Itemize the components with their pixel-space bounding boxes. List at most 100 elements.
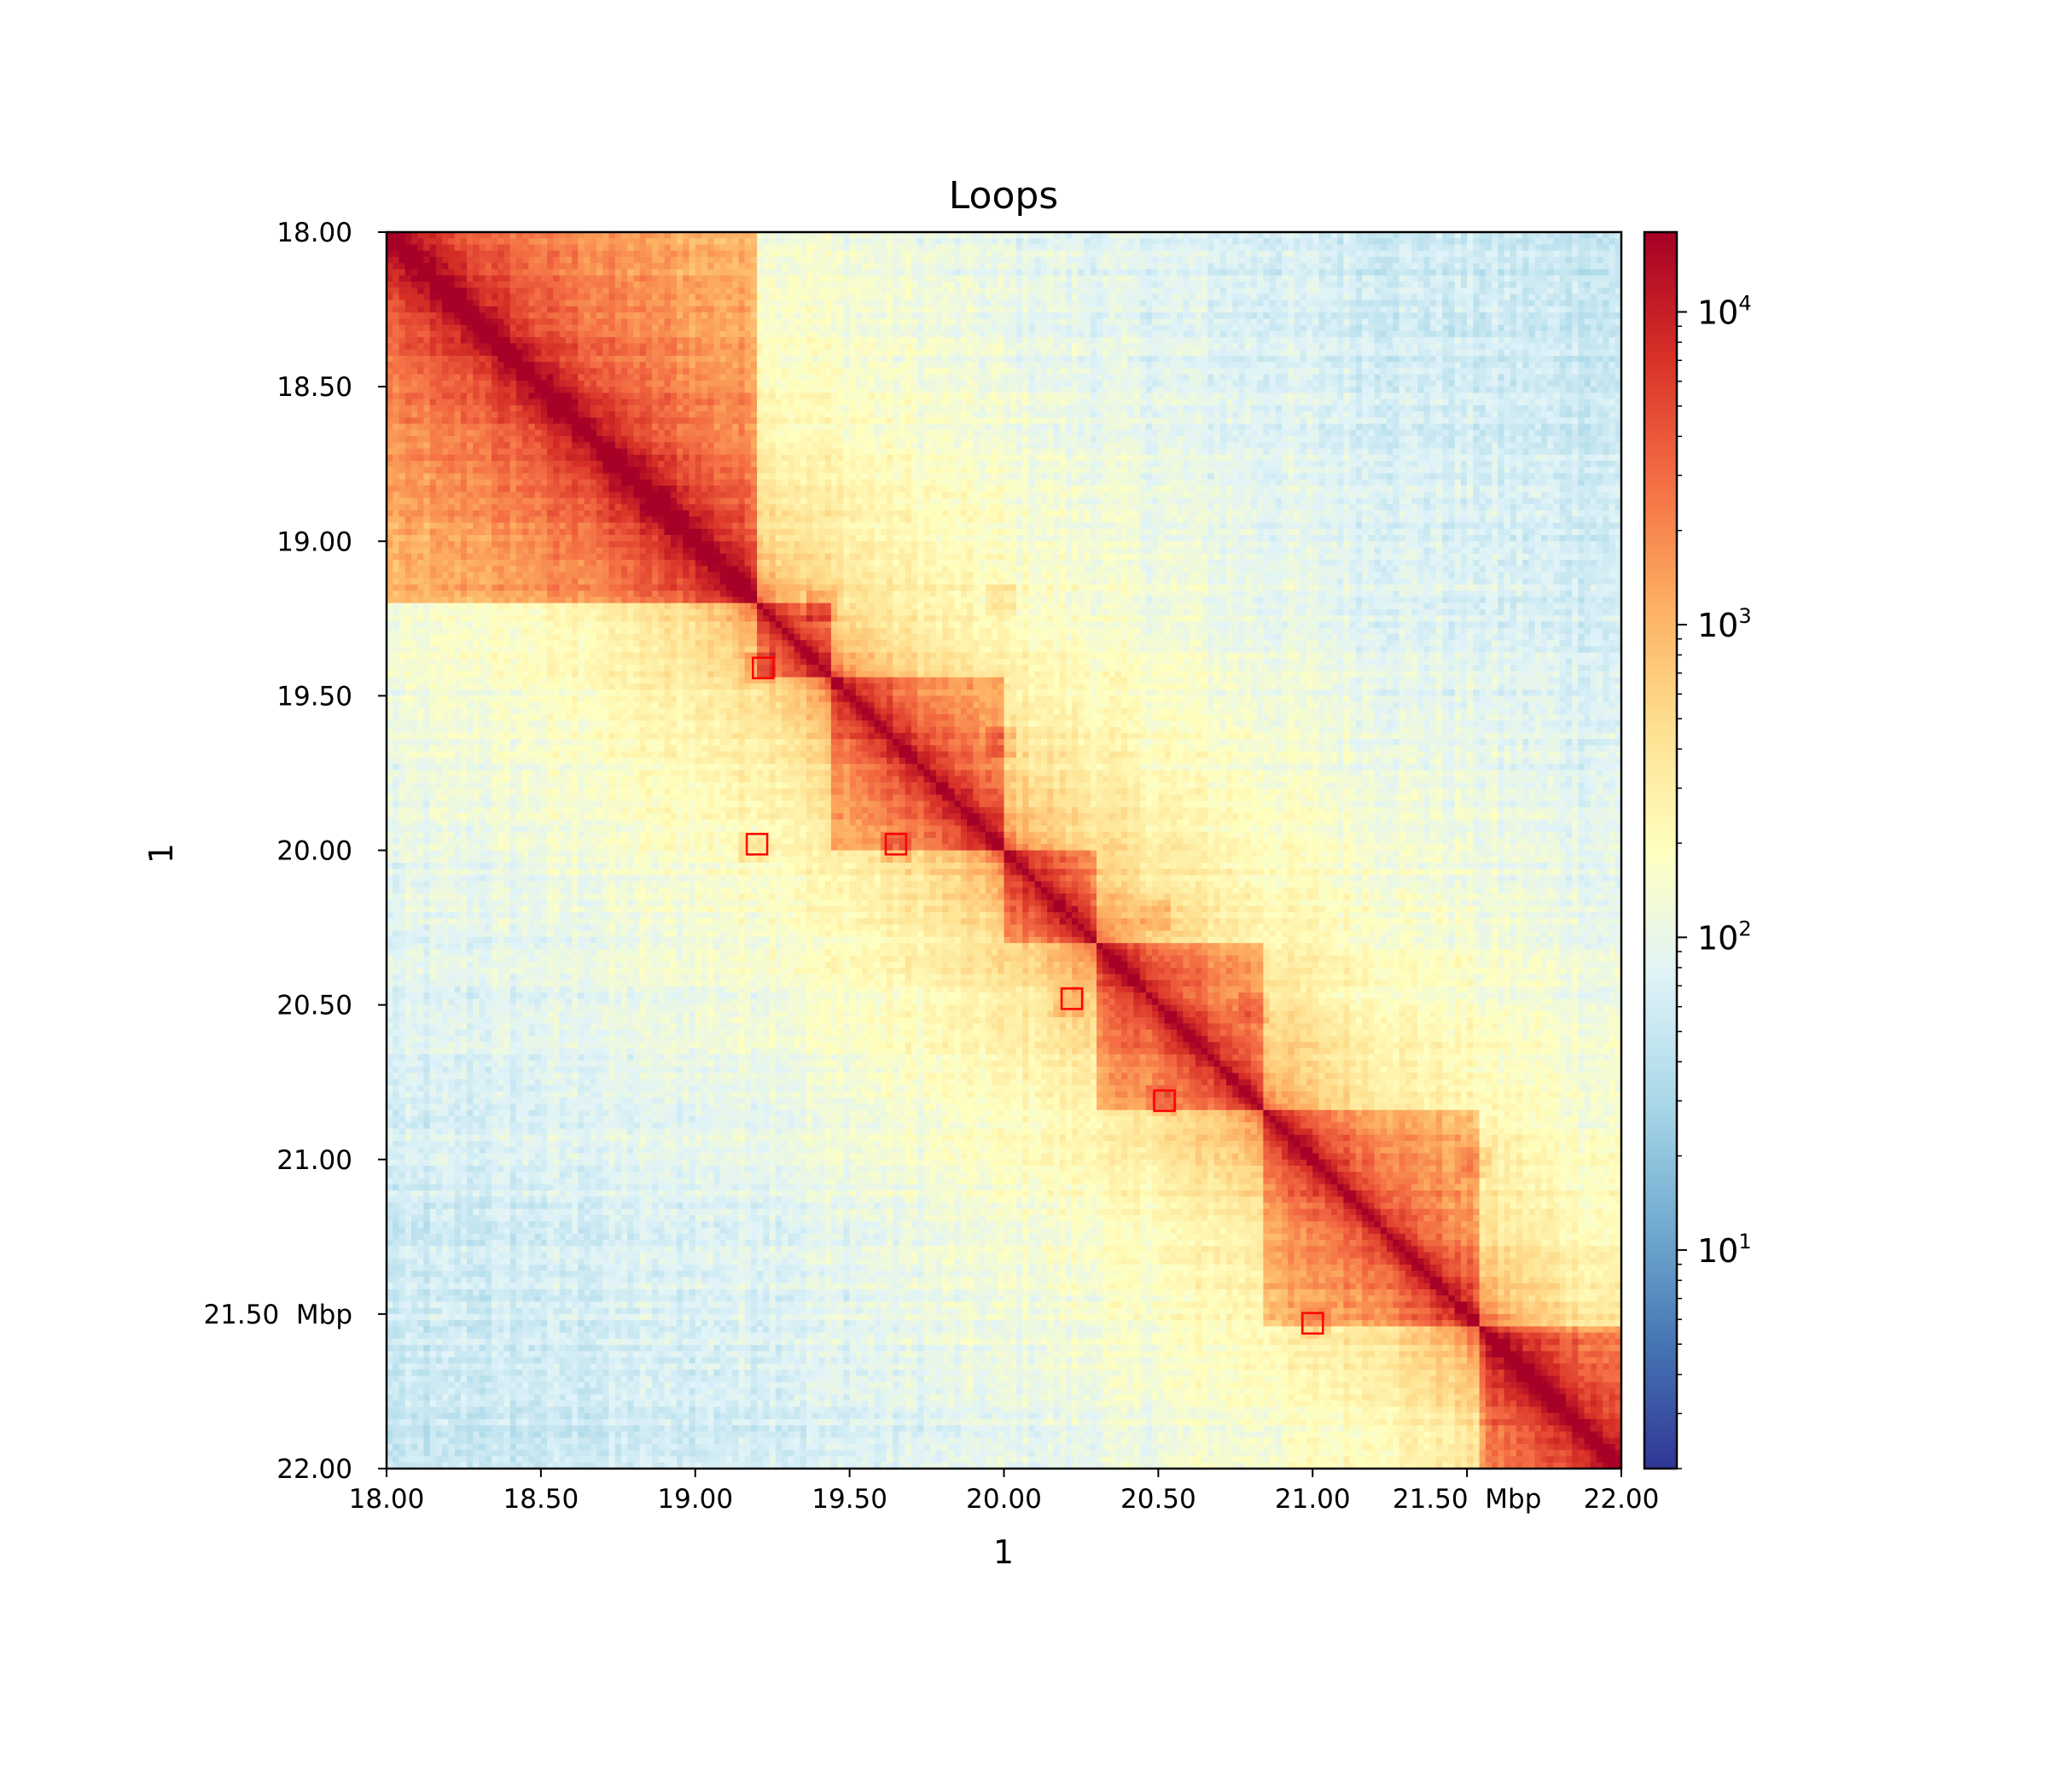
heatmap-cell <box>1059 305 1067 313</box>
heatmap-cell <box>620 288 628 295</box>
heatmap-cell <box>868 318 876 326</box>
heatmap-cell <box>627 380 634 387</box>
heatmap-cell <box>658 269 666 276</box>
heatmap-cell <box>454 244 462 252</box>
heatmap-cell <box>565 305 573 313</box>
heatmap-cell <box>849 275 857 282</box>
heatmap-cell <box>1158 368 1166 375</box>
heatmap-cell <box>917 312 925 320</box>
heatmap-cell <box>1609 232 1616 239</box>
heatmap-cell <box>639 312 647 320</box>
heatmap-cell <box>509 232 517 239</box>
heatmap-cell <box>1108 318 1116 326</box>
heatmap-cell <box>1448 330 1456 338</box>
heatmap-cell <box>404 324 412 332</box>
heatmap-cell <box>547 343 554 351</box>
heatmap-cell <box>645 349 653 357</box>
heatmap-cell <box>1219 294 1227 301</box>
heatmap-cell <box>410 355 418 363</box>
heatmap-cell <box>1145 232 1153 239</box>
heatmap-cell <box>417 294 425 301</box>
heatmap-cell <box>948 256 956 264</box>
heatmap-cell <box>485 244 492 252</box>
heatmap-cell <box>553 337 561 345</box>
heatmap-cell <box>880 318 887 326</box>
heatmap-cell <box>460 238 468 246</box>
heatmap-cell <box>1133 244 1141 252</box>
heatmap-cell <box>1448 362 1456 369</box>
heatmap-cell <box>1534 355 1542 363</box>
heatmap-cell <box>559 343 567 351</box>
heatmap-cell <box>905 269 912 276</box>
heatmap-cell <box>1195 238 1202 246</box>
heatmap-cell <box>1015 380 1023 387</box>
heatmap-cell <box>744 232 752 239</box>
heatmap-cell <box>818 288 826 295</box>
heatmap-cell <box>590 349 597 357</box>
heatmap-cell <box>627 349 634 357</box>
heatmap-cell <box>719 368 727 375</box>
heatmap-cell <box>435 324 443 332</box>
heatmap-cell <box>948 275 956 282</box>
heatmap-cell <box>744 275 752 282</box>
heatmap-cell <box>1540 288 1548 295</box>
heatmap-cell <box>658 281 666 288</box>
heatmap-cell <box>417 330 425 338</box>
heatmap-cell <box>1015 238 1023 246</box>
heatmap-cell <box>887 330 893 338</box>
heatmap-cell <box>485 238 492 246</box>
heatmap-cell <box>1238 238 1246 246</box>
heatmap-cell <box>837 324 844 332</box>
heatmap-cell <box>1362 349 1369 357</box>
heatmap-cell <box>1349 269 1357 276</box>
heatmap-cell <box>1127 275 1135 282</box>
heatmap-cell <box>670 263 678 271</box>
heatmap-cell <box>855 250 863 258</box>
heatmap-cell <box>1158 269 1166 276</box>
heatmap-cell <box>1189 281 1196 288</box>
heatmap-cell <box>788 324 795 332</box>
heatmap-cell <box>1158 380 1166 387</box>
heatmap-cell <box>1120 343 1128 351</box>
heatmap-cell <box>1170 238 1178 246</box>
heatmap-cell <box>830 232 838 239</box>
heatmap-cell <box>1609 312 1616 320</box>
heatmap-cell <box>1232 374 1240 381</box>
heatmap-cell <box>1300 305 1307 313</box>
heatmap-cell <box>763 374 771 381</box>
heatmap-cell <box>1485 305 1492 313</box>
heatmap-cell <box>460 355 468 363</box>
heatmap-cell <box>1158 250 1166 258</box>
heatmap-cell <box>614 294 622 301</box>
heatmap-cell <box>1263 312 1271 320</box>
heatmap-cell <box>967 288 974 295</box>
heatmap-cell <box>528 324 536 332</box>
heatmap-cell <box>1219 300 1227 307</box>
heatmap-cell <box>547 288 554 295</box>
heatmap-cell <box>954 343 962 351</box>
heatmap-cell <box>849 380 857 387</box>
heatmap-cell <box>1522 380 1530 387</box>
heatmap-cell <box>874 324 881 332</box>
heatmap-cell <box>1615 362 1621 369</box>
heatmap-cell <box>1040 300 1048 307</box>
heatmap-cell <box>540 275 548 282</box>
heatmap-cell <box>1362 380 1369 387</box>
heatmap-cell <box>1411 324 1418 332</box>
heatmap-cell <box>1522 312 1530 320</box>
heatmap-cell <box>744 355 752 363</box>
heatmap-cell <box>578 263 585 271</box>
heatmap-cell <box>782 250 788 258</box>
heatmap-cell <box>497 318 505 326</box>
heatmap-cell <box>800 368 807 375</box>
heatmap-cell <box>1257 232 1264 239</box>
heatmap-cell <box>935 256 943 264</box>
heatmap-cell <box>1374 324 1382 332</box>
heatmap-cell <box>1288 256 1295 264</box>
heatmap-cell <box>1152 305 1159 313</box>
heatmap-cell <box>467 337 474 345</box>
heatmap-cell <box>1170 330 1178 338</box>
heatmap-cell <box>1565 256 1573 264</box>
heatmap-cell <box>985 275 992 282</box>
heatmap-cell <box>590 263 597 271</box>
